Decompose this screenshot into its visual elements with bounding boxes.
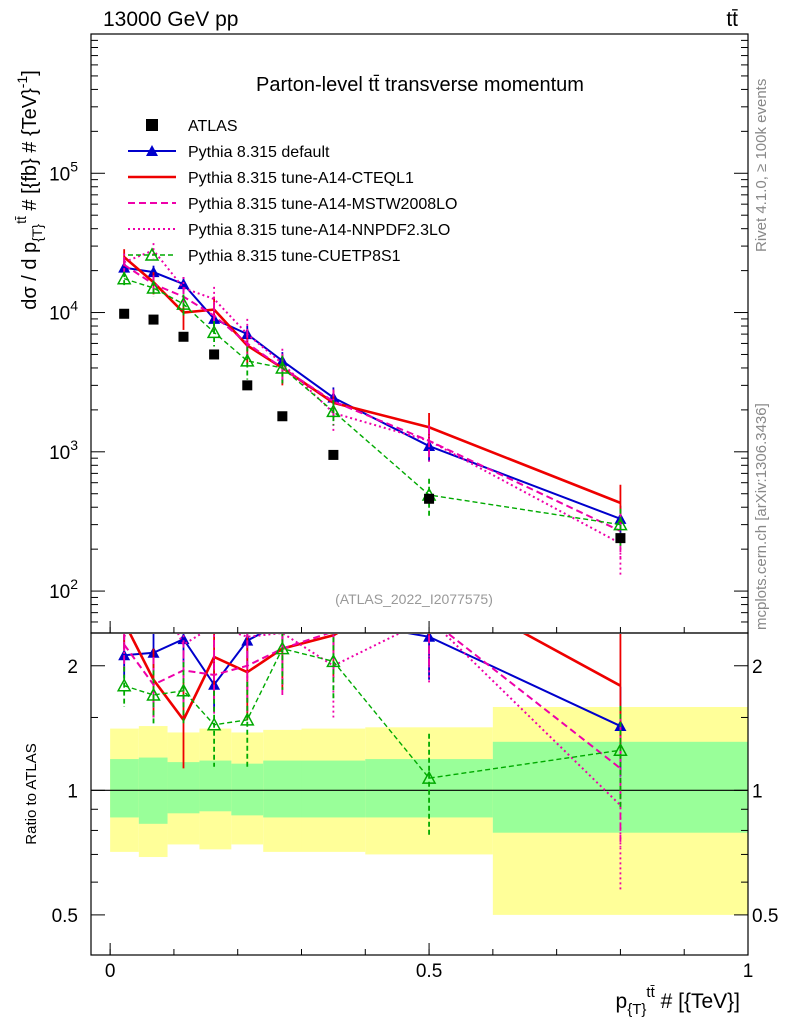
main-y-tick-label-3: 105 <box>49 158 78 185</box>
main-series-1 <box>118 260 627 536</box>
green-band-bin-6 <box>301 760 366 818</box>
main-series-5-point-3 <box>206 324 222 339</box>
ratio-y-tick-label-right-1: 1 <box>752 781 763 802</box>
legend-marker-5 <box>144 247 160 261</box>
legend-label-3: Pythia 8.315 tune-A14-MSTW2008LO <box>188 196 457 213</box>
ratio-series-group <box>116 614 628 892</box>
ratio-y-tick-label-left-1: 1 <box>67 781 78 802</box>
legend: ATLAS Pythia 8.315 default Pythia 8.315 tu… <box>128 118 457 265</box>
ratio-y-tick-label-left-0: 0.5 <box>52 906 78 927</box>
main-series-2 <box>123 249 622 529</box>
main-series-group <box>116 243 628 576</box>
legend-marker-1 <box>146 145 158 156</box>
ratio-y-tick-label-right-0: 0.5 <box>752 906 778 927</box>
green-band-bin-0 <box>110 759 139 818</box>
main-y-tick-label-1: 103 <box>49 437 78 464</box>
main-series-0-point-4 <box>242 380 253 391</box>
main-series-4-line <box>123 249 621 545</box>
green-band-bin-4 <box>231 763 264 816</box>
ratio-uncertainty-bands <box>91 706 748 915</box>
legend-marker-0 <box>146 119 158 131</box>
main-series-5-point-4 <box>240 353 255 367</box>
process-label: tt̄ <box>726 8 738 31</box>
main-series-1-point-0 <box>118 261 131 273</box>
main-series-0-point-1 <box>148 314 159 325</box>
mcplots-credit-text: mcplots.cern.ch [arXiv:1306.3436] <box>753 403 770 630</box>
main-series-5-point-0 <box>116 271 132 285</box>
green-band-bin-3 <box>199 760 232 812</box>
ratio-series-4-point-8 <box>613 742 628 756</box>
ratio-series-4-point-5 <box>275 641 290 655</box>
ratio-series-0-point-0 <box>118 649 131 661</box>
main-series-0-point-3 <box>209 349 220 360</box>
main-series-4 <box>123 243 622 576</box>
green-band-bin-2 <box>167 762 200 814</box>
ratio-series-0-point-5 <box>276 616 288 627</box>
legend-label-1: Pythia 8.315 default <box>188 144 330 161</box>
main-series-0-point-8 <box>615 533 626 544</box>
ratio-y-tick-label-left-2: 2 <box>67 657 78 678</box>
main-series-0-point-6 <box>328 449 339 460</box>
ratio-series-4-point-3 <box>206 717 222 731</box>
ratio-series-4-point-7 <box>421 770 437 784</box>
ratio-series-0-point-6 <box>327 614 339 625</box>
ratio-series-4-point-0 <box>116 678 132 692</box>
main-series-0-point-2 <box>178 331 189 342</box>
main-y-tick-label-2: 104 <box>49 298 78 325</box>
main-series-5 <box>116 271 628 547</box>
axes-group: 0 0.5 1 102 103 104 105 0.5 0.5 1 1 2 2 <box>49 39 778 982</box>
ratio-series-4-line <box>123 647 621 779</box>
x-tick-label-1: 0.5 <box>416 961 442 982</box>
x-tick-label-0: 0 <box>105 961 116 982</box>
ratio-plot-frame <box>90 632 749 956</box>
main-series-5-point-1 <box>146 280 161 294</box>
main-series-5-point-6 <box>326 403 341 418</box>
rivet-version-text: Rivet 4.1.0, ≥ 100k events <box>753 79 770 252</box>
main-series-0-point-5 <box>277 411 288 422</box>
main-y-tick-label-0: 102 <box>49 576 78 603</box>
ratio-series-4-point-1 <box>146 687 161 701</box>
x-axis-title: p{T}tt̄ # [{TeV}] <box>616 984 740 1018</box>
analysis-tag: (ATLAS_2022_I2077575) <box>335 591 493 607</box>
ratio-y-axis-title: Ratio to ATLAS <box>23 743 40 844</box>
main-series-1-point-1 <box>147 266 160 278</box>
legend-label-4: Pythia 8.315 tune-A14-NNPDF2.3LO <box>188 222 450 239</box>
legend-label-0: ATLAS <box>188 118 238 135</box>
ratio-y-tick-label-right-2: 2 <box>752 657 763 678</box>
main-series-0-point-0 <box>119 308 130 319</box>
x-tick-label-2: 1 <box>743 961 754 982</box>
ratio-series-4-point-4 <box>240 712 255 726</box>
ratio-series-3-line <box>123 634 622 807</box>
y-axis-title: dσ / d p{T}tt̄ # [{fb} # {TeV}-1] <box>13 70 45 310</box>
main-series-5-line <box>123 278 621 526</box>
legend-label-2: Pythia 8.315 tune-A14-CTEQL1 <box>188 170 414 187</box>
main-series-1-line <box>124 266 621 520</box>
main-series-0 <box>119 308 626 544</box>
main-series-5-point-8 <box>613 517 628 531</box>
energy-label: 13000 GeV pp <box>103 8 238 31</box>
green-band-bin-5 <box>263 760 302 818</box>
main-series-5-point-2 <box>176 296 191 310</box>
ratio-series-4-point-2 <box>176 683 191 697</box>
legend-label-5: Pythia 8.315 tune-CUETP8S1 <box>188 248 401 265</box>
plot-title: Parton-level tt̄ transverse momentum <box>256 74 584 96</box>
ratio-series-4 <box>116 634 628 838</box>
main-series-0-point-7 <box>424 493 435 504</box>
ratio-series-4-point-6 <box>326 653 341 668</box>
main-series-5-point-5 <box>275 360 290 374</box>
